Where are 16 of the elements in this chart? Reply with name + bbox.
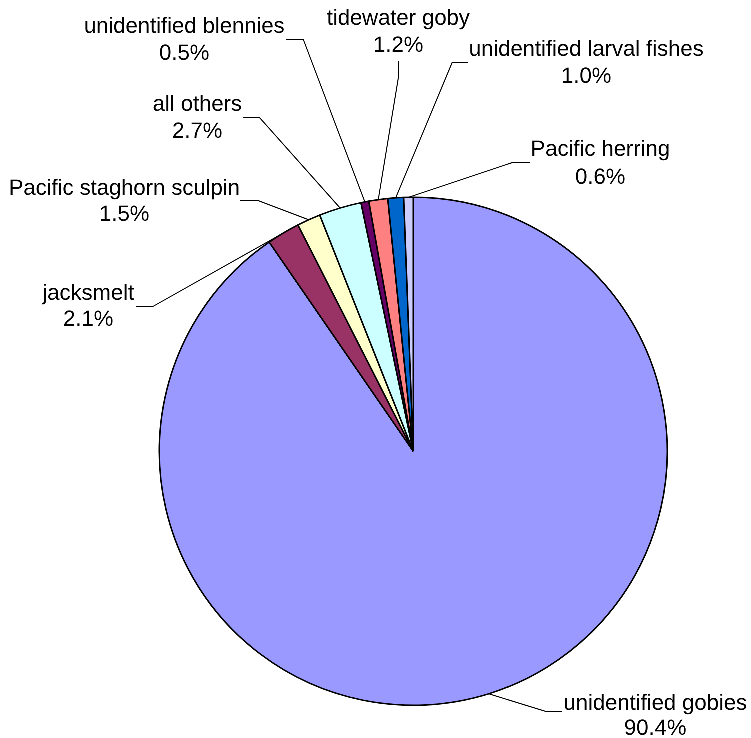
slice-label: Pacific herring	[530, 136, 670, 161]
slice-label: unidentified gobies	[564, 690, 748, 715]
slice-label: Pacific staghorn sculpin	[8, 175, 240, 200]
data-label: 2.7%	[172, 118, 223, 143]
data-label: 0.5%	[159, 40, 210, 65]
slice-label: jacksmelt	[42, 280, 134, 305]
data-label: 1.5%	[99, 201, 150, 226]
data-label: 90.4%	[624, 715, 687, 738]
slice-label: unidentified larval fishes	[469, 36, 704, 61]
data-label: 1.0%	[561, 63, 612, 88]
slice-label: tidewater goby	[326, 5, 470, 30]
data-label: 1.2%	[373, 32, 424, 57]
slice-label: unidentified blennies	[84, 13, 285, 38]
data-label: 0.6%	[575, 164, 626, 189]
slice-label: all others	[152, 91, 242, 116]
data-label: 2.1%	[63, 306, 114, 331]
